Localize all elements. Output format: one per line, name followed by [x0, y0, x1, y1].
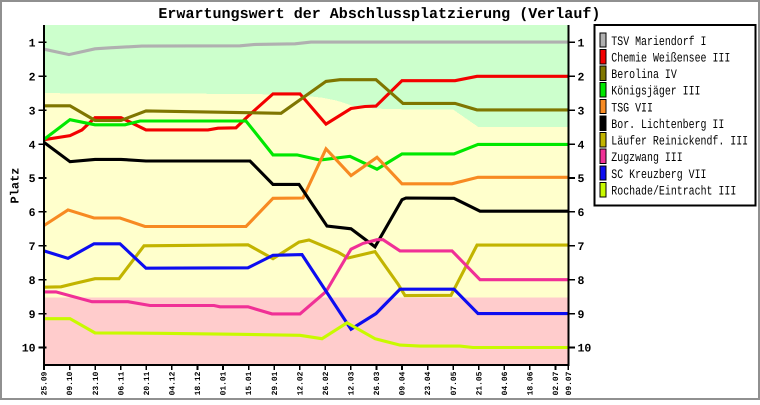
svg-text:07.05: 07.05	[450, 371, 459, 395]
svg-text:2: 2	[29, 72, 36, 85]
svg-text:1: 1	[578, 38, 585, 51]
svg-text:02.07: 02.07	[552, 371, 561, 395]
svg-text:Königsjäger III: Königsjäger III	[611, 84, 700, 100]
svg-text:20.11: 20.11	[143, 371, 152, 395]
svg-text:06.11: 06.11	[117, 371, 126, 395]
svg-text:Berolina IV: Berolina IV	[611, 68, 677, 84]
svg-text:TSV Mariendorf I: TSV Mariendorf I	[611, 34, 706, 50]
svg-text:23.04: 23.04	[424, 371, 433, 395]
svg-text:Läufer Reinickendf. III: Läufer Reinickendf. III	[611, 134, 748, 150]
svg-text:04.12: 04.12	[169, 371, 178, 395]
svg-text:3: 3	[29, 105, 36, 118]
svg-text:10: 10	[22, 343, 36, 356]
svg-text:Zugzwang III: Zugzwang III	[611, 152, 682, 166]
svg-text:12.03: 12.03	[348, 371, 357, 395]
svg-text:5: 5	[578, 173, 585, 186]
svg-text:9: 9	[578, 309, 585, 322]
svg-text:15.01: 15.01	[245, 371, 254, 395]
svg-text:Rochade/Eintracht III: Rochade/Eintracht III	[611, 184, 736, 200]
svg-text:09.10: 09.10	[66, 371, 75, 395]
svg-text:6: 6	[578, 207, 585, 220]
svg-text:8: 8	[29, 275, 36, 288]
svg-text:21.05: 21.05	[475, 371, 484, 395]
svg-text:18.06: 18.06	[527, 371, 536, 395]
svg-text:26.03: 26.03	[373, 371, 382, 395]
svg-text:Erwartungswert der Abschlusspl: Erwartungswert der Abschlussplatzierung …	[158, 6, 600, 23]
svg-text:Platz: Platz	[9, 167, 23, 203]
svg-text:SC Kreuzberg VII: SC Kreuzberg VII	[611, 167, 706, 183]
svg-text:TSG VII: TSG VII	[611, 102, 653, 116]
svg-text:10: 10	[578, 343, 592, 356]
svg-text:Chemie Weißensee III: Chemie Weißensee III	[611, 51, 730, 67]
svg-text:04.06: 04.06	[501, 371, 510, 395]
svg-text:09.07: 09.07	[565, 371, 574, 395]
svg-text:29.01: 29.01	[271, 371, 280, 395]
svg-text:6: 6	[29, 207, 36, 220]
svg-text:18.12: 18.12	[194, 371, 203, 395]
svg-text:25.09: 25.09	[41, 371, 50, 395]
svg-text:3: 3	[578, 105, 585, 118]
svg-text:7: 7	[578, 241, 585, 254]
svg-text:9: 9	[29, 309, 36, 322]
svg-text:01.01: 01.01	[220, 371, 229, 395]
svg-text:4: 4	[578, 139, 585, 152]
svg-text:09.04: 09.04	[399, 371, 408, 395]
svg-text:2: 2	[578, 72, 585, 85]
svg-text:5: 5	[29, 173, 36, 186]
svg-text:1: 1	[29, 38, 36, 51]
svg-text:23.10: 23.10	[92, 371, 101, 395]
svg-text:12.02: 12.02	[296, 371, 305, 395]
svg-text:7: 7	[29, 241, 36, 254]
svg-text:Bor. Lichtenberg II: Bor. Lichtenberg II	[611, 118, 724, 134]
svg-text:8: 8	[578, 275, 585, 288]
svg-text:26.02: 26.02	[322, 371, 331, 395]
svg-text:4: 4	[29, 139, 36, 152]
